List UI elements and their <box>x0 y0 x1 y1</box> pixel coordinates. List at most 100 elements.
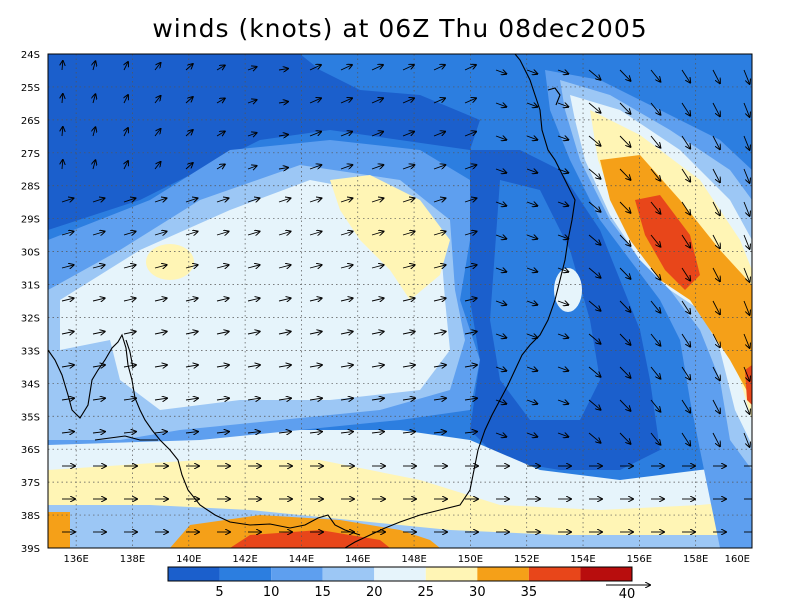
wind-arrow <box>588 399 601 410</box>
wind-arrow <box>278 298 291 301</box>
wind-arrow <box>433 165 445 169</box>
colorbar-swatch <box>271 567 323 581</box>
wind-arrow <box>154 96 161 104</box>
wind-arrow <box>464 398 477 400</box>
wind-arrow <box>495 136 506 140</box>
wind-arrow <box>371 265 384 268</box>
wind-arrow <box>309 232 322 236</box>
wind-arrow <box>124 95 128 104</box>
wind-arrow <box>185 432 198 433</box>
wind-arrow <box>681 432 690 446</box>
wind-arrow <box>433 432 446 433</box>
wind-arrow <box>712 366 720 380</box>
wind-arrow <box>185 130 193 137</box>
wind-arrow <box>93 160 95 170</box>
lat-tick-label: 27S <box>21 149 40 160</box>
wind-arrow <box>154 129 161 137</box>
wind-arrow <box>650 168 660 181</box>
longitude-axis: 136E 138E 140E 142E 144E 146E 148E 150E 152E 154E… <box>63 554 750 565</box>
lat-tick-label: 31S <box>21 281 40 292</box>
wind-arrow <box>619 333 631 345</box>
wind-arrow <box>619 135 631 147</box>
lon-tick-label: 136E <box>63 554 88 565</box>
wind-arrow <box>681 333 690 347</box>
wind-arrow <box>123 198 135 202</box>
lat-tick-label: 33S <box>21 346 40 357</box>
wind-arrow <box>743 267 750 282</box>
wind-arrow <box>619 366 631 378</box>
wind-arrow <box>278 168 288 169</box>
colorbar-label: 25 <box>418 585 435 600</box>
wind-arrow <box>371 398 384 400</box>
wind-arrow <box>588 300 601 311</box>
map-title: winds (knots) at 06Z Thu 08dec2005 <box>152 14 648 43</box>
wind-arrow <box>743 399 750 414</box>
wind-arrow <box>154 365 167 367</box>
wind-arrow <box>588 366 601 377</box>
wind-arrow <box>526 70 537 74</box>
wind-arrow <box>557 433 568 437</box>
wind-arrow <box>495 103 506 107</box>
wind-arrow <box>526 400 537 404</box>
colorbar-label: 30 <box>469 585 486 600</box>
wind-arrow <box>619 69 631 81</box>
wind-arrow <box>650 300 660 313</box>
wind-arrow <box>154 298 167 301</box>
wind-arrow <box>712 69 720 83</box>
wind-arrow <box>650 234 660 247</box>
wind-arrow <box>402 65 414 71</box>
wind-arrow <box>371 298 384 301</box>
lat-tick-label: 34S <box>21 379 40 390</box>
wind-arrow <box>619 300 631 312</box>
wind-arrow <box>588 234 601 245</box>
wind-arrow <box>557 169 568 173</box>
wind-arrow <box>124 161 128 170</box>
wind-arrow <box>278 432 291 433</box>
wind-arrow <box>526 169 537 173</box>
wind-arrow <box>526 367 537 371</box>
lon-tick-label: 154E <box>570 554 595 565</box>
wind-arrow <box>61 232 74 236</box>
wind-arrow <box>433 132 445 137</box>
lat-tick-label: 28S <box>21 182 40 193</box>
wind-arrow <box>743 168 750 183</box>
wind-arrow <box>650 399 660 412</box>
wind-arrow <box>402 432 415 433</box>
wind-arrow <box>495 202 506 206</box>
wind-arrow <box>62 61 63 71</box>
wind-arrow <box>278 69 288 70</box>
wind-arrow <box>247 398 260 400</box>
wind-arrow <box>247 198 259 202</box>
wind-arrow <box>495 334 506 338</box>
lon-tick-label: 146E <box>345 554 370 565</box>
wind-arrow <box>309 165 321 169</box>
lat-tick-label: 32S <box>21 313 40 324</box>
wind-arrow <box>185 332 198 335</box>
wind-arrow <box>464 198 476 202</box>
wind-arrow <box>92 198 104 202</box>
lat-tick-label: 39S <box>21 544 40 555</box>
wind-arrow <box>371 365 384 367</box>
wind-arrow <box>154 432 167 433</box>
lat-tick-label: 35S <box>21 412 40 423</box>
wind-arrow <box>681 234 690 248</box>
wind-arrow <box>402 165 414 169</box>
wind-arrow <box>340 65 352 71</box>
wind-arrow <box>712 432 720 446</box>
wind-arrow <box>278 232 291 236</box>
wind-arrow <box>340 232 353 236</box>
wind-arrow <box>433 298 446 301</box>
wind-arrow <box>650 333 660 346</box>
lat-tick-label: 29S <box>21 215 40 226</box>
wind-arrow <box>185 163 193 170</box>
lon-tick-label: 148E <box>401 554 426 565</box>
wind-arrow <box>681 135 690 149</box>
wind-arrow <box>154 198 166 202</box>
wind-arrow <box>92 232 105 236</box>
wind-arrow <box>340 198 352 202</box>
wind-arrow <box>712 234 720 248</box>
lon-tick-label: 142E <box>232 554 257 565</box>
wind-arrow <box>278 332 291 335</box>
wind-arrow <box>93 61 95 71</box>
wind-arrow <box>433 98 445 104</box>
